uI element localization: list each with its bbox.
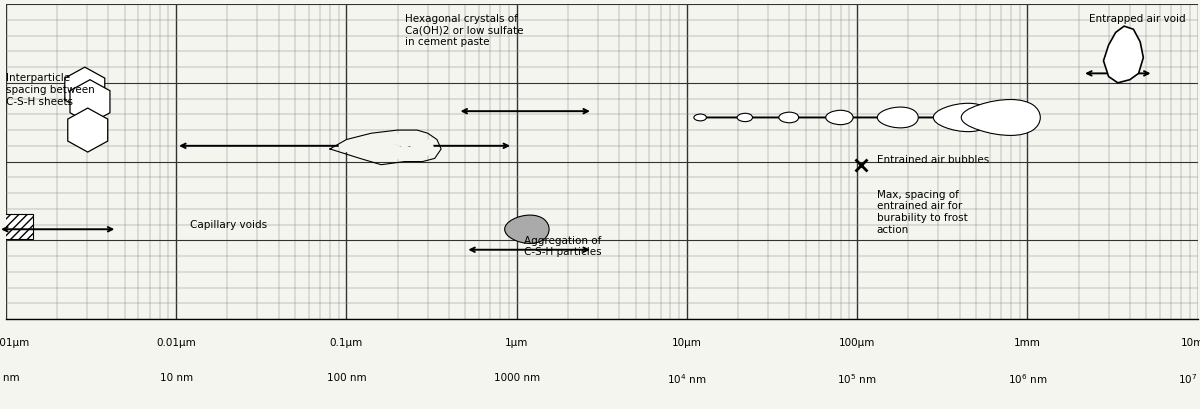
Ellipse shape	[394, 132, 414, 147]
Ellipse shape	[421, 139, 433, 155]
Text: 0.1μm: 0.1μm	[330, 338, 364, 348]
Text: 10mm: 10mm	[1181, 338, 1200, 348]
Text: 1000 nm: 1000 nm	[493, 373, 540, 382]
Text: Capillary voids: Capillary voids	[190, 220, 266, 230]
Polygon shape	[67, 108, 108, 152]
Text: 0.01μm: 0.01μm	[156, 338, 196, 348]
Text: Aggregation of
C-S-H particles: Aggregation of C-S-H particles	[523, 236, 601, 257]
Ellipse shape	[934, 103, 992, 132]
Text: 10μm: 10μm	[672, 338, 702, 348]
Text: 10$^7$ nm: 10$^7$ nm	[1178, 373, 1200, 387]
Ellipse shape	[338, 136, 385, 155]
Polygon shape	[1104, 26, 1144, 83]
Text: 1mm: 1mm	[1014, 338, 1040, 348]
Ellipse shape	[961, 99, 1040, 135]
Text: 0.001μm: 0.001μm	[0, 338, 29, 348]
Ellipse shape	[877, 107, 918, 128]
Text: 10$^6$ nm: 10$^6$ nm	[1008, 373, 1048, 387]
Text: 1 nm: 1 nm	[0, 373, 19, 382]
Ellipse shape	[826, 110, 853, 125]
Bar	[0, 213, 34, 239]
Text: 100 nm: 100 nm	[326, 373, 366, 382]
Ellipse shape	[374, 144, 403, 161]
Ellipse shape	[694, 114, 707, 121]
Text: Interparticle
spacing between
C-S-H sheets: Interparticle spacing between C-S-H shee…	[6, 73, 95, 107]
Text: 1μm: 1μm	[505, 338, 528, 348]
Ellipse shape	[737, 113, 752, 121]
Ellipse shape	[409, 135, 425, 150]
Polygon shape	[65, 67, 104, 111]
Text: 10$^4$ nm: 10$^4$ nm	[667, 373, 707, 387]
Text: Entrapped air void: Entrapped air void	[1088, 13, 1186, 24]
Text: 10$^5$ nm: 10$^5$ nm	[838, 373, 877, 387]
Text: 10 nm: 10 nm	[160, 373, 193, 382]
Ellipse shape	[505, 215, 550, 243]
Text: Max, spacing of
entrained air for
burability to frost
action: Max, spacing of entrained air for burabi…	[876, 190, 967, 235]
Ellipse shape	[779, 112, 799, 123]
Text: Entrained air bubbles: Entrained air bubbles	[876, 155, 989, 165]
Text: 100μm: 100μm	[839, 338, 875, 348]
Text: Hexagonal crystals of
Ca(OH)2 or low sulfate
in cement paste: Hexagonal crystals of Ca(OH)2 or low sul…	[404, 13, 523, 47]
Polygon shape	[70, 80, 110, 124]
